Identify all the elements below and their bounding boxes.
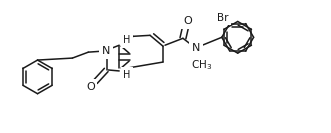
Text: H: H [123,35,131,45]
Text: Br: Br [217,13,228,22]
Text: N: N [192,43,200,53]
Text: N: N [102,46,111,56]
Text: H: H [123,70,131,80]
Text: O: O [86,82,95,92]
Text: O: O [183,16,192,26]
Text: CH$_3$: CH$_3$ [191,58,213,72]
